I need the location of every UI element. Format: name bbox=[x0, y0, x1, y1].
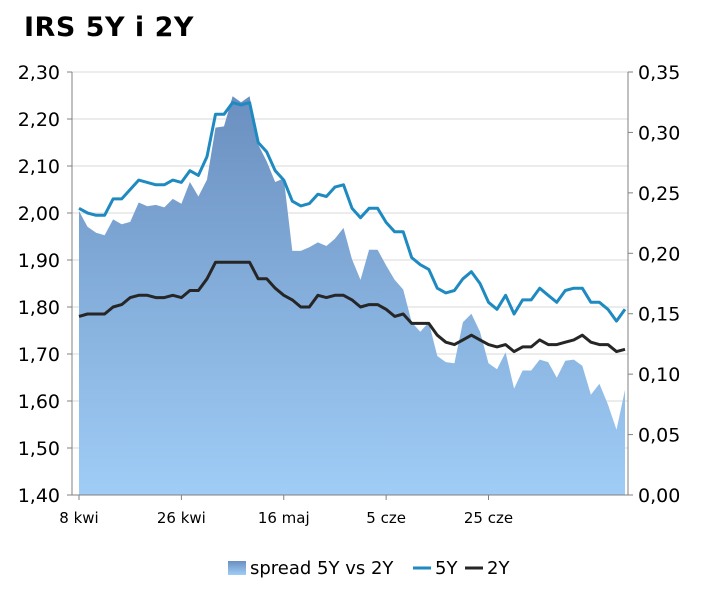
x-tick-label: 26 kwi bbox=[157, 509, 206, 527]
legend-label-2y: 2Y bbox=[487, 558, 510, 579]
chart-title: IRS 5Y i 2Y bbox=[24, 12, 194, 43]
series-line-5y bbox=[78, 101, 627, 323]
right-tick-label: 0,30 bbox=[638, 122, 680, 144]
left-tick-label: 1,80 bbox=[18, 297, 60, 319]
left-tick-label: 2,20 bbox=[18, 109, 60, 131]
x-tick-label: 5 cze bbox=[366, 509, 406, 527]
left-tick-label: 1,90 bbox=[18, 250, 60, 272]
right-tick-label: 0,05 bbox=[638, 425, 680, 447]
x-tick-label: 25 cze bbox=[464, 509, 513, 527]
right-tick-label: 0,10 bbox=[638, 364, 680, 386]
left-tick-label: 1,60 bbox=[18, 391, 60, 413]
series-line-2y bbox=[78, 260, 626, 354]
right-tick-label: 0,20 bbox=[638, 243, 680, 265]
left-tick-label: 1,70 bbox=[18, 344, 60, 366]
right-tick-label: 0,00 bbox=[638, 485, 680, 507]
left-tick-label: 2,30 bbox=[18, 62, 60, 84]
left-tick-label: 2,00 bbox=[18, 203, 60, 225]
left-tick-label: 1,50 bbox=[18, 438, 60, 460]
legend-swatch-spread bbox=[228, 561, 246, 575]
x-tick-label: 8 kwi bbox=[59, 509, 98, 527]
left-tick-label: 1,40 bbox=[18, 485, 60, 507]
right-tick-label: 0,35 bbox=[638, 62, 680, 84]
right-tick-label: 0,25 bbox=[638, 183, 680, 205]
right-tick-label: 0,15 bbox=[638, 304, 680, 326]
left-tick-label: 2,10 bbox=[18, 156, 60, 178]
spread-area bbox=[79, 96, 625, 495]
legend-label-spread: spread 5Y vs 2Y bbox=[250, 558, 394, 579]
legend-label-5y: 5Y bbox=[435, 558, 458, 579]
x-tick-label: 16 maj bbox=[258, 509, 310, 527]
